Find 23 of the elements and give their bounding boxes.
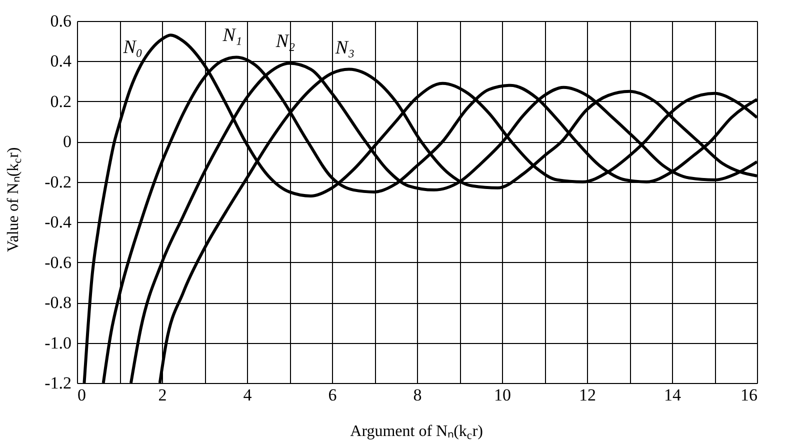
x-tick-label: 10: [494, 386, 511, 404]
y-tick-label: 0: [63, 132, 72, 152]
y-tick-label: -1.0: [44, 333, 72, 352]
y-tick-label: -1.2: [44, 374, 72, 392]
x-tick-label: 14: [664, 386, 682, 404]
x-tick-label: 2: [158, 386, 167, 404]
y-tick-label: -0.8: [44, 293, 72, 312]
y-tick-label: 0.2: [50, 92, 72, 111]
y-tick-label: -0.4: [44, 212, 72, 232]
series-label: N₀: [122, 37, 142, 58]
y-axis-title: Value of Nₙ(kcr): [5, 147, 24, 252]
x-tick-label: 6: [328, 386, 337, 404]
y-tick-label: -0.2: [44, 172, 72, 192]
series-label: N₃: [334, 37, 355, 58]
x-tick-label: 8: [413, 386, 422, 404]
x-tick-label: 16: [740, 386, 758, 404]
x-tick-label: 0: [78, 386, 86, 404]
series-label: N₁: [222, 25, 242, 46]
y-tick-label: -0.6: [44, 252, 72, 272]
x-tick-label: 12: [579, 386, 596, 404]
y-tick-label: 0.4: [50, 52, 72, 71]
y-tick-label: 0.6: [50, 12, 72, 30]
x-tick-label: 4: [243, 386, 252, 404]
